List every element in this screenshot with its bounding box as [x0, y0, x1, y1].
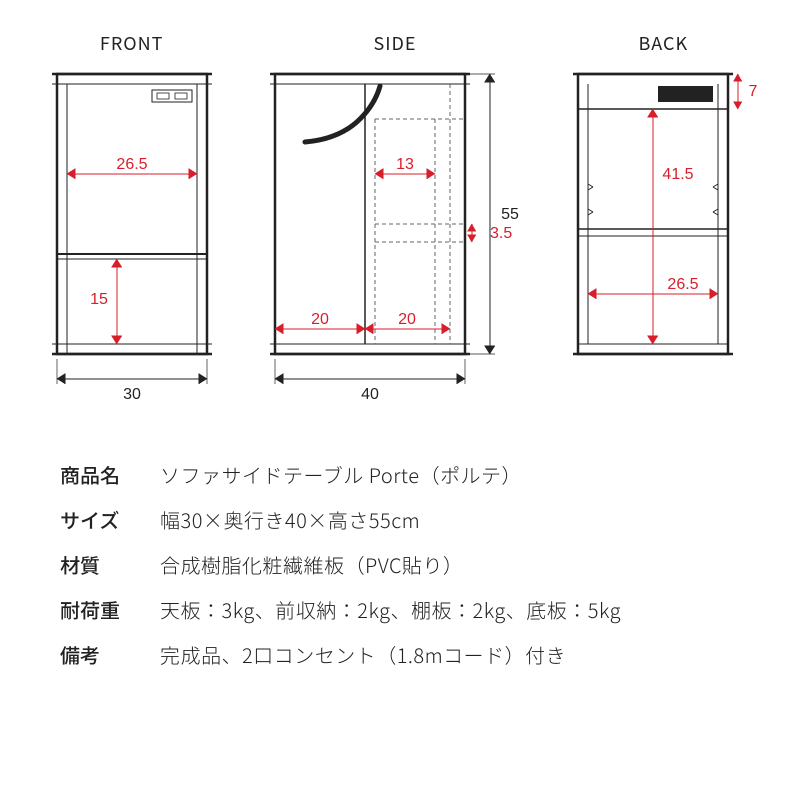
front-shelf-height: 15 — [90, 291, 108, 308]
side-width: 40 — [361, 386, 379, 403]
back-top-gap: 7 — [749, 83, 758, 100]
views-row: FRONT 26.5 — [0, 0, 800, 414]
spec-row: 備考 完成品、2口コンセント（1.8mコード）付き — [60, 640, 750, 669]
spec-label: サイズ — [60, 505, 160, 534]
spec-label: 商品名 — [60, 460, 160, 489]
spec-row: 商品名 ソファサイドテーブル Porte（ポルテ） — [60, 460, 750, 489]
spec-value: ソファサイドテーブル Porte（ポルテ） — [160, 460, 750, 489]
side-depth2: 20 — [398, 311, 416, 328]
spec-label: 材質 — [60, 550, 160, 579]
back-title: BACK — [638, 30, 688, 56]
side-title: SIDE — [373, 30, 416, 56]
specs-table: 商品名 ソファサイドテーブル Porte（ポルテ） サイズ 幅30×奥行き40×… — [0, 414, 800, 715]
side-view-block: SIDE 55 — [260, 30, 530, 404]
front-svg: 26.5 15 30 — [37, 64, 227, 404]
back-view-block: BACK — [563, 30, 763, 404]
side-slot-width: 13 — [396, 156, 414, 173]
side-slot-height: 3.5 — [490, 225, 512, 242]
spec-row: サイズ 幅30×奥行き40×高さ55cm — [60, 505, 750, 534]
back-svg: 7 41.5 26.5 — [563, 64, 763, 404]
spec-row: 材質 合成樹脂化粧繊維板（PVC貼り） — [60, 550, 750, 579]
front-inner-width: 26.5 — [116, 156, 147, 173]
front-width: 30 — [123, 386, 141, 403]
spec-value: 幅30×奥行き40×高さ55cm — [160, 505, 750, 534]
spec-label: 耐荷重 — [60, 595, 160, 624]
side-height: 55 — [501, 206, 519, 223]
spec-value: 天板：3kg、前収納：2kg、棚板：2kg、底板：5kg — [160, 595, 750, 624]
spec-row: 耐荷重 天板：3kg、前収納：2kg、棚板：2kg、底板：5kg — [60, 595, 750, 624]
side-svg: 55 13 — [260, 64, 530, 404]
front-title: FRONT — [100, 30, 164, 56]
back-inner-width: 26.5 — [668, 276, 699, 293]
back-inner-height: 41.5 — [663, 166, 694, 183]
spec-label: 備考 — [60, 640, 160, 669]
front-view-block: FRONT 26.5 — [37, 30, 227, 404]
spec-value: 合成樹脂化粧繊維板（PVC貼り） — [160, 550, 750, 579]
spec-value: 完成品、2口コンセント（1.8mコード）付き — [160, 640, 750, 669]
side-depth1: 20 — [311, 311, 329, 328]
